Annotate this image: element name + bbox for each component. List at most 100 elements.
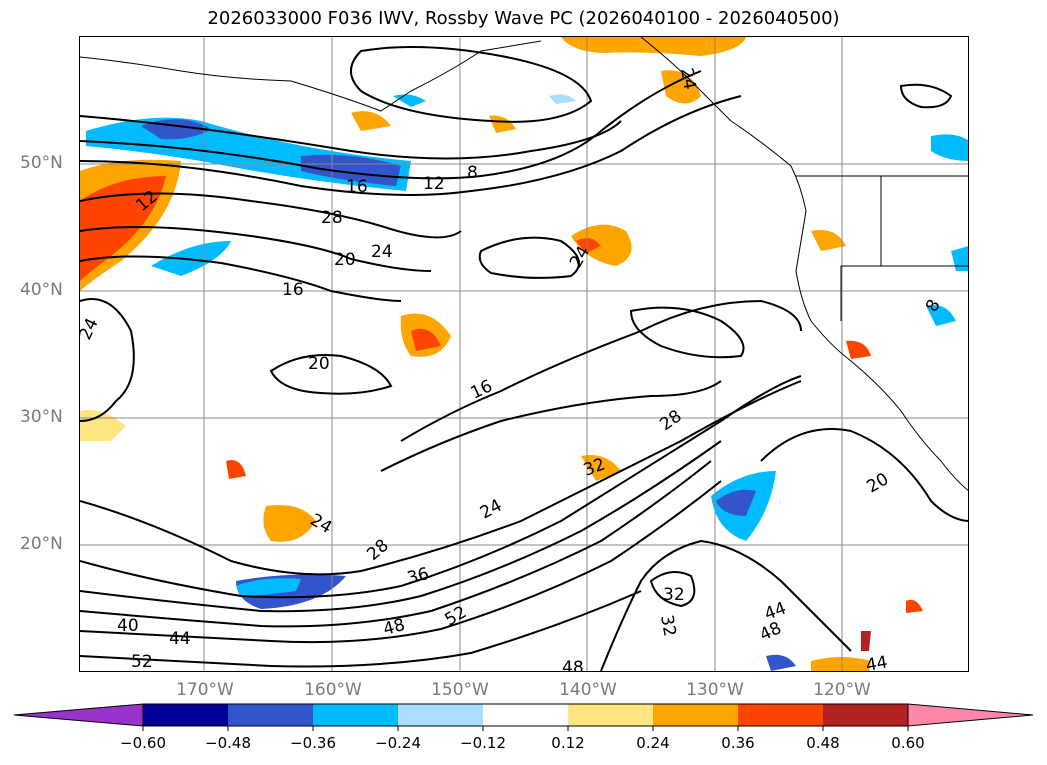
contour-line <box>269 354 393 395</box>
contour-label: 24 <box>371 242 393 262</box>
colorbar-segment <box>398 704 483 726</box>
contour-label: 28 <box>656 406 685 435</box>
map-panel: 8 12 16 28 24 20 16 12 24 20 16 24 28 32… <box>79 36 969 672</box>
contour-label: 44 <box>864 652 889 672</box>
positive-anomaly-region <box>351 111 391 131</box>
contour-label: 16 <box>468 376 496 403</box>
positive-anomaly-region <box>811 230 846 251</box>
colorbar-tick-label: 0.24 <box>636 734 669 752</box>
longitude-label-140W: 140°W <box>559 680 617 700</box>
contour-label: 16 <box>346 177 368 197</box>
positive-anomaly-region <box>811 657 871 671</box>
contour-line <box>899 83 953 109</box>
colorbar-tick-label: 0.12 <box>551 734 584 752</box>
positive-anomaly-region <box>411 328 441 351</box>
contour-label: 12 <box>423 174 445 194</box>
colorbar-extend-min <box>13 703 144 727</box>
positive-anomaly-region <box>846 340 871 359</box>
negative-anomaly-region <box>766 654 796 671</box>
bc-coast <box>640 37 807 212</box>
contour-line <box>380 380 722 472</box>
graticule <box>80 37 968 671</box>
negative-anomaly-region <box>926 305 956 326</box>
colorbar-tick-label: 0.48 <box>806 734 839 752</box>
positive-anomaly-region <box>861 631 871 651</box>
positive-anomaly-region <box>561 37 746 56</box>
latitude-label-30N: 30°N <box>20 407 63 427</box>
contour-line <box>80 480 722 644</box>
contour-line <box>478 236 580 279</box>
contour-label: 32 <box>663 585 685 605</box>
negative-anomaly-region <box>301 154 401 186</box>
positive-anomaly-region <box>661 70 701 104</box>
contour-label: 40 <box>117 616 139 636</box>
latitude-label-50N: 50°N <box>20 153 63 173</box>
positive-anomaly-region <box>489 115 516 133</box>
negative-anomaly-region <box>393 94 426 107</box>
contour-label: 8 <box>467 163 478 183</box>
contour-label: 16 <box>282 280 304 300</box>
contour-line <box>760 428 968 522</box>
contour-label: 20 <box>334 250 356 270</box>
contour-line <box>80 375 802 599</box>
colorbar-segment <box>653 704 738 726</box>
contour-line <box>80 298 135 422</box>
positive-anomaly-region <box>581 455 621 481</box>
contour-label: 52 <box>131 652 153 672</box>
colorbar-extend-max <box>907 703 1034 727</box>
contour-label: 24 <box>307 510 336 538</box>
positive-anomaly-region <box>571 224 632 266</box>
colorbar: −0.60 −0.48 −0.36 −0.24 −0.12 0.12 0.24 0.36 0.4… <box>13 703 1034 752</box>
colorbar-segment <box>313 704 398 726</box>
positive-anomaly-region <box>906 599 923 613</box>
alaska-coast <box>80 40 542 112</box>
contour-line <box>629 306 745 359</box>
contour-label: 28 <box>321 208 343 228</box>
colorbar-tick-label: −0.24 <box>375 734 421 752</box>
contour-line <box>80 440 722 613</box>
contour-label: 24 <box>477 496 505 524</box>
negative-anomaly-region <box>931 134 968 161</box>
longitude-label-120W: 120°W <box>813 680 871 700</box>
colorbar-segment <box>823 704 908 726</box>
negative-anomaly-region <box>716 489 756 516</box>
colorbar-tick-label: 0.60 <box>891 734 924 752</box>
colorbar-tick-label: −0.48 <box>205 734 251 752</box>
contour-line <box>400 299 802 442</box>
contour-label: 20 <box>308 354 330 374</box>
positive-anomaly-region <box>226 460 246 479</box>
contour-line <box>80 226 432 272</box>
colorbar-segment <box>143 704 228 726</box>
colorbar-segment <box>228 704 313 726</box>
colorbar-tick-label: −0.60 <box>120 734 166 752</box>
contour-label: 32 <box>656 613 679 638</box>
latitude-label-40N: 40°N <box>20 280 63 300</box>
iwv-contours <box>80 46 968 671</box>
contour-line <box>80 70 702 180</box>
negative-anomaly-region <box>549 94 576 104</box>
positive-anomaly-region <box>263 505 316 542</box>
contour-label: 24 <box>80 315 103 343</box>
map-svg: 8 12 16 28 24 20 16 12 24 20 16 24 28 32… <box>80 37 968 672</box>
contour-line <box>600 539 852 671</box>
contour-label: 20 <box>864 469 893 497</box>
us-west-coast <box>795 210 968 491</box>
positive-anomaly-region <box>576 237 601 253</box>
contour-line <box>80 115 622 160</box>
contour-line <box>80 95 742 196</box>
longitude-label-170W: 170°W <box>176 680 234 700</box>
contour-label: 24 <box>676 66 699 91</box>
positive-anomaly-region <box>80 176 166 281</box>
contour-label: 44 <box>169 629 191 649</box>
anomaly-fills <box>86 94 968 671</box>
contour-line <box>649 571 696 608</box>
negative-anomaly-region <box>951 246 968 271</box>
longitude-label-160W: 160°W <box>304 680 362 700</box>
contour-line <box>350 46 593 123</box>
contour-line <box>80 590 642 668</box>
negative-anomaly-region <box>236 578 301 596</box>
colorbar-tick-label: −0.12 <box>460 734 506 752</box>
colorbar-tick-label: 0.36 <box>721 734 754 752</box>
latitude-label-20N: 20°N <box>20 534 63 554</box>
contour-line <box>80 192 462 239</box>
